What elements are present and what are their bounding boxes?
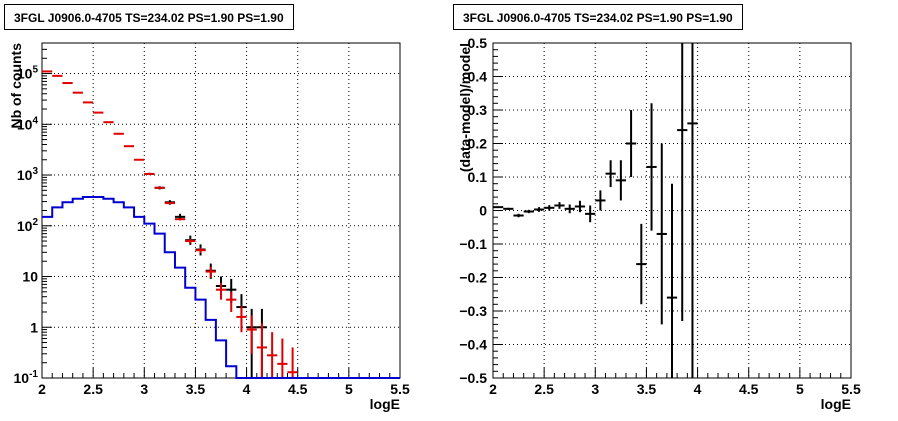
model-point xyxy=(236,306,247,333)
model-point xyxy=(246,315,257,354)
x-tick-label: 4.5 xyxy=(288,381,308,397)
x-tick-label: 4 xyxy=(243,381,251,397)
residual-point xyxy=(666,183,678,378)
x-tick-label: 3 xyxy=(591,381,599,397)
residual-point xyxy=(513,213,524,218)
residual-point xyxy=(646,103,657,231)
model-point xyxy=(267,332,278,378)
x-tick-label: 2 xyxy=(489,381,497,397)
x-tick-label: 3.5 xyxy=(186,381,206,397)
model-point xyxy=(277,338,288,378)
x-tick-label: 3 xyxy=(140,381,148,397)
x-tick-label: 5.5 xyxy=(841,381,861,397)
residual-point xyxy=(687,43,698,378)
x-axis-label: logE xyxy=(821,396,851,412)
x-tick-label: 5 xyxy=(796,381,804,397)
y-tick-label: −0.4 xyxy=(459,337,487,353)
x-tick-label: 2.5 xyxy=(534,381,554,397)
y-tick-label: 10 xyxy=(22,269,38,285)
left-panel-counts: 2 2.5 3 3.5 4 4.5 5 5.5 10-1 1 10 102 103 104 105 logE N… xyxy=(8,42,410,412)
y-tick-label: 0 xyxy=(479,203,487,219)
y-tick-label: 0.2 xyxy=(468,136,488,152)
residual-point xyxy=(605,160,616,188)
residual-point xyxy=(615,160,626,201)
residual-point xyxy=(677,43,688,322)
x-axis-label: logE xyxy=(370,396,400,412)
y-tick-label: 0.5 xyxy=(468,35,488,51)
residual-point xyxy=(493,206,504,209)
y-tick-label: −0.3 xyxy=(459,303,487,319)
y-tick-label: −0.2 xyxy=(459,270,487,286)
x-tick-label: 5 xyxy=(345,381,353,397)
y-tick-label: 0.1 xyxy=(468,169,488,185)
residual-point xyxy=(574,200,586,213)
x-tick-label: 4 xyxy=(694,381,702,397)
y-tick-label: 0.4 xyxy=(468,69,488,85)
residual-point xyxy=(585,205,596,223)
residual-point xyxy=(544,205,555,211)
residual-point xyxy=(625,110,637,177)
y-tick-label: 1 xyxy=(30,319,38,335)
y-axis-label: (data-model)/model xyxy=(457,43,473,172)
residual-point xyxy=(533,207,545,212)
y-tick-label: −0.1 xyxy=(459,236,487,252)
residual-point xyxy=(554,202,565,209)
residual-point xyxy=(595,190,606,211)
right-chart-title: 3FGL J0906.0-4705 TS=234.02 PS=1.90 PS=1… xyxy=(453,4,743,30)
model-point xyxy=(195,247,206,254)
right-panel-residuals: 2 2.5 3 3.5 4 4.5 5 5.5 −0.5 −0.4 −0.3 −0.2 −0.1 0 0.1… xyxy=(457,35,861,412)
residual-point xyxy=(656,143,667,325)
x-tick-label: 5.5 xyxy=(390,381,410,397)
y-tick-label: 104 xyxy=(17,115,39,132)
y-axis-label: Nb of counts xyxy=(8,43,24,129)
residual-point xyxy=(564,204,575,214)
source-step-line xyxy=(42,195,400,379)
y-tick-label: 102 xyxy=(17,217,39,234)
y-tick-label: 0.3 xyxy=(468,102,488,118)
y-tick-label: 105 xyxy=(17,65,39,82)
model-point xyxy=(185,238,196,244)
model-point xyxy=(226,291,237,312)
residual-point xyxy=(503,207,514,210)
x-tick-label: 2 xyxy=(38,381,46,397)
residual-point xyxy=(523,209,534,214)
x-tick-label: 3.5 xyxy=(637,381,657,397)
y-tick-label: 103 xyxy=(17,166,39,183)
left-chart-title: 3FGL J0906.0-4705 TS=234.02 PS=1.90 PS=1… xyxy=(4,4,294,30)
residual-point xyxy=(636,223,647,305)
model-point xyxy=(205,266,216,278)
model-point xyxy=(256,323,268,378)
model-point xyxy=(287,347,298,378)
x-tick-label: 4.5 xyxy=(739,381,759,397)
y-tick-label: 10-1 xyxy=(14,369,39,386)
y-tick-label: −0.5 xyxy=(459,370,487,386)
model-point xyxy=(215,282,227,300)
x-tick-label: 2.5 xyxy=(83,381,103,397)
